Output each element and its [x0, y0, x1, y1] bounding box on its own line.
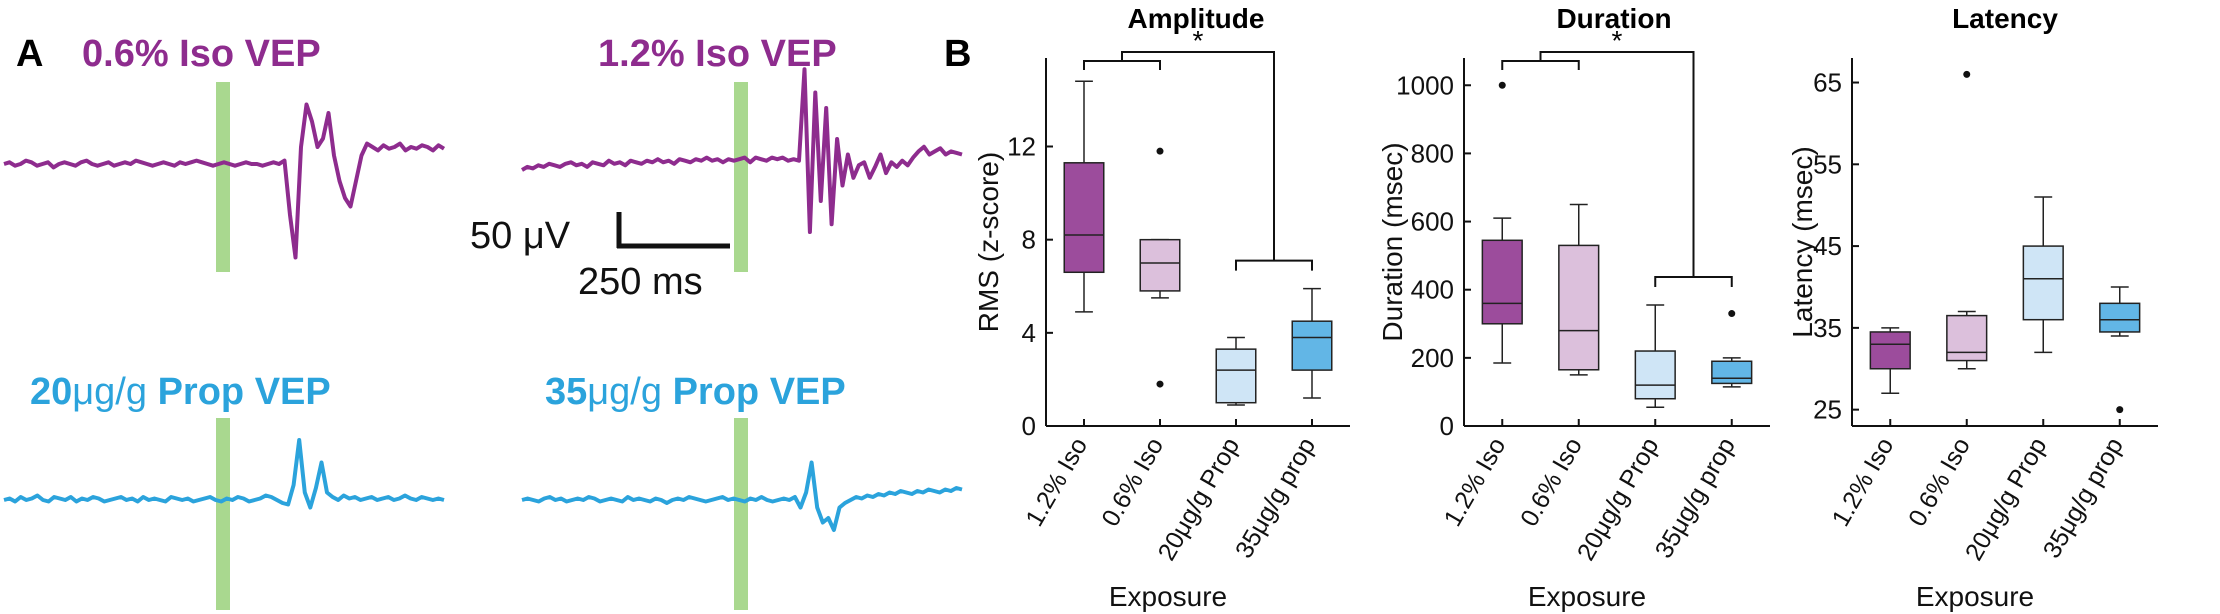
- box-4: [2099, 302, 2141, 333]
- significance-bracket-left: [1501, 60, 1580, 70]
- y-tick-label: 0: [1022, 411, 1036, 441]
- trace-4-title-unit: μg/g: [587, 371, 662, 413]
- trace-1-title: 0.6% Iso VEP: [82, 33, 321, 75]
- box-4: [1711, 360, 1753, 385]
- vep-trace-iso-0.6: [3, 102, 446, 260]
- scale-bar: 50 μV 250 ms: [470, 212, 730, 303]
- box-1: [1481, 239, 1523, 325]
- box-1: [1063, 162, 1105, 274]
- significance-bracket-right: [1235, 259, 1313, 271]
- category-label: 35μg/g prop: [2038, 433, 2129, 563]
- trace-2-title-value: 1.2%: [598, 33, 685, 75]
- x-axis-label: Exposure: [1109, 581, 1227, 612]
- y-tick-label: 25: [1813, 395, 1842, 425]
- trace-2-title-rest: Iso VEP: [685, 33, 837, 75]
- category-label: 35μg/g prop: [1650, 433, 1741, 563]
- y-tick-label: 12: [1007, 132, 1036, 162]
- category-label: 1.2% Iso: [1827, 433, 1900, 531]
- y-tick-label: 0: [1440, 411, 1454, 441]
- y-tick-label: 45: [1813, 231, 1842, 261]
- y-tick-label: 65: [1813, 68, 1842, 98]
- scale-amplitude-label: 50 μV: [470, 215, 571, 257]
- chart-title: Duration: [1556, 3, 1671, 34]
- y-axis-label: Duration (msec): [1377, 142, 1408, 341]
- panel-b-label: B: [944, 33, 971, 75]
- significance-bracket-join: [1121, 51, 1275, 261]
- x-axis-label: Exposure: [1916, 581, 2034, 612]
- category-label: 0.6% Iso: [1903, 433, 1976, 531]
- outlier-point: [1728, 310, 1736, 318]
- y-tick-label: 800: [1411, 138, 1454, 168]
- y-tick-label: 8: [1022, 225, 1036, 255]
- outlier-point: [1156, 147, 1164, 155]
- y-tick-label: 1000: [1396, 70, 1454, 100]
- panel-a-label: A: [16, 33, 43, 75]
- y-axis-label: RMS (z-score): [973, 152, 1004, 332]
- significance-bracket-left: [1083, 60, 1161, 70]
- chart-title: Latency: [1952, 3, 2058, 34]
- chart-title: Amplitude: [1128, 3, 1265, 34]
- box-1: [1869, 331, 1911, 370]
- y-tick-label: 600: [1411, 207, 1454, 237]
- category-label: 1.2% Iso: [1020, 433, 1093, 531]
- y-axis-label: Latency (msec): [1787, 146, 1818, 337]
- trace-3-title-value: 20: [30, 371, 72, 413]
- outlier-point: [1156, 380, 1164, 388]
- category-label: 35μg/g prop: [1230, 433, 1321, 563]
- box-2: [1139, 238, 1181, 292]
- category-label: 0.6% Iso: [1515, 433, 1588, 531]
- vep-trace-prop-20: [3, 438, 445, 510]
- latency-chart: Latency 25 35 45 55 65 Latency (msec) 1.2% Iso 0…: [1787, 3, 2158, 612]
- y-tick-label: 55: [1813, 149, 1842, 179]
- category-label: 0.6% Iso: [1096, 433, 1169, 531]
- trace-3-title-rest: Prop VEP: [147, 371, 331, 413]
- stimulus-bar: [734, 82, 748, 272]
- box-3: [1634, 350, 1676, 400]
- outlier-point: [2116, 406, 2124, 414]
- vep-trace-prop-35: [521, 460, 963, 532]
- stimulus-bar: [734, 418, 748, 610]
- outlier-point: [1498, 81, 1506, 89]
- trace-4-title-rest: Prop VEP: [662, 371, 846, 413]
- stimulus-bar: [216, 418, 230, 610]
- category-label: 1.2% Iso: [1439, 433, 1512, 531]
- category-label: 20μg/g Prop: [1572, 433, 1665, 565]
- scale-time-label: 250 ms: [578, 261, 703, 303]
- y-tick-label: 35: [1813, 313, 1842, 343]
- stimulus-bar: [216, 82, 230, 272]
- trace-4-title-value: 35: [545, 371, 587, 413]
- vep-trace-iso-1.2: [521, 67, 963, 234]
- box-4: [1291, 320, 1333, 371]
- box-3: [2022, 245, 2064, 321]
- significance-bracket-right: [1654, 276, 1733, 288]
- box-2: [1558, 244, 1600, 371]
- significance-star: *: [1612, 25, 1623, 56]
- significance-bracket-join: [1539, 51, 1695, 278]
- category-label: 20μg/g Prop: [1960, 433, 2053, 565]
- y-tick-label: 200: [1411, 343, 1454, 373]
- trace-4-title: 35μg/g Prop VEP: [545, 371, 846, 413]
- x-axis-label: Exposure: [1528, 581, 1646, 612]
- box-2: [1946, 314, 1988, 362]
- trace-1-title-value: 0.6%: [82, 33, 169, 75]
- y-tick-label: 4: [1022, 318, 1036, 348]
- trace-2-title: 1.2% Iso VEP: [598, 33, 837, 75]
- significance-star: *: [1193, 25, 1204, 56]
- trace-3-title: 20μg/g Prop VEP: [30, 371, 331, 413]
- y-tick-label: 400: [1411, 275, 1454, 305]
- trace-3-title-unit: μg/g: [72, 371, 147, 413]
- trace-1-title-rest: Iso VEP: [169, 33, 321, 75]
- outlier-point: [1963, 70, 1971, 78]
- duration-chart: Duration 0 200 400 600 800 1000 Duration (msec)…: [1377, 3, 1770, 612]
- box-3: [1215, 348, 1257, 404]
